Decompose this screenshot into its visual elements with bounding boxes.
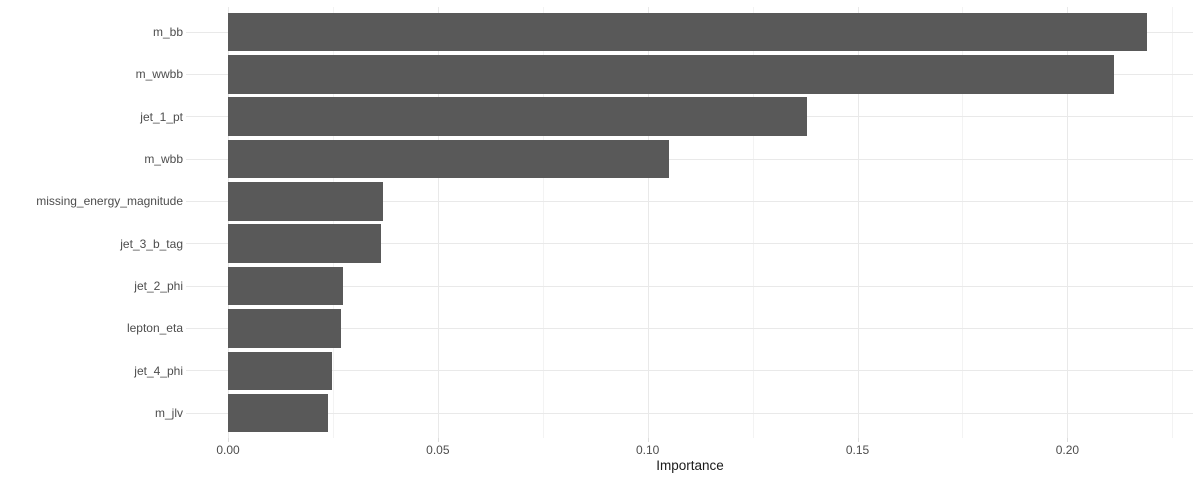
category-gridline bbox=[186, 285, 1193, 287]
category-gridline bbox=[186, 158, 1193, 160]
y-axis-label: lepton_eta bbox=[126, 321, 183, 336]
x-tick-mark bbox=[857, 438, 859, 442]
y-axis-label: jet_2_phi bbox=[134, 279, 183, 294]
bar-jet_1_pt bbox=[228, 97, 808, 136]
x-tick-label: 0.05 bbox=[426, 443, 450, 457]
bar-jet_3_b_tag bbox=[228, 224, 382, 264]
x-tick-label: 0.15 bbox=[845, 443, 870, 457]
y-axis-label: m_bb bbox=[152, 25, 183, 39]
major-gridline bbox=[857, 6, 859, 438]
category-gridline bbox=[186, 200, 1193, 202]
bar-m_wwbb bbox=[228, 55, 1114, 94]
minor-gridline bbox=[542, 6, 544, 438]
major-gridline bbox=[228, 6, 229, 438]
x-axis-title: Importance bbox=[656, 458, 724, 473]
category-gridline bbox=[186, 327, 1193, 329]
major-gridline bbox=[647, 6, 649, 438]
bar-m_wbb bbox=[228, 139, 669, 179]
minor-gridline bbox=[752, 6, 754, 438]
minor-gridline bbox=[332, 6, 334, 438]
bar-jet_4_phi bbox=[228, 351, 333, 391]
bar-jet_2_phi bbox=[228, 266, 343, 306]
major-gridline bbox=[437, 6, 439, 438]
x-tick-label: 0.20 bbox=[1055, 443, 1080, 457]
x-tick-label: 0.10 bbox=[636, 443, 660, 457]
y-axis-label: jet_1_pt bbox=[140, 109, 183, 124]
minor-gridline bbox=[962, 6, 964, 438]
x-tick-mark bbox=[647, 438, 649, 442]
minor-gridline bbox=[1172, 6, 1174, 438]
y-axis-label: jet_3_b_tag bbox=[120, 236, 183, 251]
category-gridline bbox=[186, 243, 1193, 245]
bar-m_bb bbox=[228, 12, 1148, 52]
bar-lepton_eta bbox=[228, 309, 341, 348]
category-gridline bbox=[186, 370, 1193, 372]
x-tick-mark bbox=[228, 438, 229, 442]
y-axis-label: m_jlv bbox=[154, 406, 183, 421]
y-axis-label: m_wwbb bbox=[135, 67, 183, 82]
x-tick-mark bbox=[437, 438, 439, 442]
y-axis-label: m_wbb bbox=[144, 152, 183, 167]
y-axis-label: jet_4_phi bbox=[134, 363, 183, 378]
bar-m_jlv bbox=[228, 393, 328, 433]
major-gridline bbox=[1067, 6, 1069, 438]
category-gridline bbox=[186, 412, 1193, 414]
bar-missing_energy_magnitude bbox=[228, 182, 384, 221]
y-axis-label: missing_energy_magnitude bbox=[36, 194, 183, 209]
x-tick-mark bbox=[1067, 438, 1069, 442]
x-tick-label: 0.00 bbox=[216, 443, 240, 457]
